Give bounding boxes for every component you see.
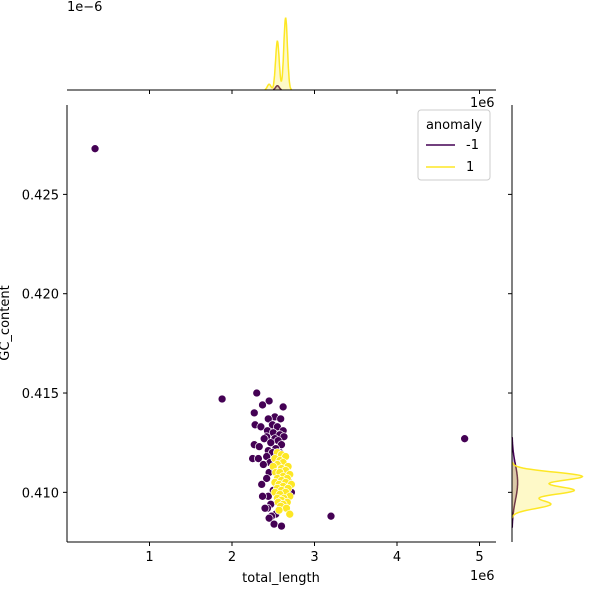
- point-anomaly-neg1: [278, 402, 288, 412]
- point-anomaly-neg1: [256, 422, 266, 432]
- point-anomaly-neg1: [258, 400, 267, 410]
- x-ticks: 1 2 3 4 5: [145, 542, 484, 565]
- point-anomaly-neg1: [257, 480, 267, 489]
- point-anomaly-neg1: [277, 521, 286, 531]
- point-anomaly-neg1: [259, 434, 269, 444]
- y-ticks: 0.410 0.415 0.420 0.425: [22, 188, 67, 501]
- point-anomaly-neg1: [326, 511, 336, 521]
- x-tick-label: 2: [228, 550, 236, 565]
- right-marginal-offset-label: 1e6: [470, 96, 495, 111]
- point-anomaly-neg1: [276, 414, 286, 424]
- x-tick-label: 4: [393, 550, 401, 565]
- y-tick-label: 0.420: [22, 288, 59, 303]
- point-anomaly-neg1: [254, 454, 263, 463]
- top-kde-line-1: [264, 17, 293, 91]
- scatter-points: [90, 144, 469, 531]
- top-kde-line-neg1: [272, 84, 282, 91]
- point-anomaly-neg1: [264, 396, 274, 406]
- legend: anomaly -1 1: [417, 109, 491, 181]
- legend-title: anomaly: [426, 118, 482, 133]
- x-tick-label: 5: [475, 550, 483, 565]
- top-marginal: 1e−6: [67, 0, 496, 94]
- y-tick-label: 0.415: [22, 387, 59, 402]
- x-axis-offset-label: 1e6: [470, 569, 495, 584]
- point-anomaly-1: [274, 505, 284, 515]
- point-anomaly-1: [285, 509, 295, 519]
- right-kde-line-neg1: [511, 437, 519, 528]
- right-marginal-kde: [511, 437, 584, 528]
- x-axis-label: total_length: [242, 571, 320, 586]
- x-tick-label: 1: [145, 550, 153, 565]
- point-anomaly-neg1: [258, 491, 267, 501]
- point-anomaly-neg1: [263, 414, 273, 424]
- top-marginal-kde: [264, 17, 293, 91]
- right-marginal-ticks: [508, 193, 512, 493]
- legend-label-neg1: -1: [466, 138, 479, 153]
- x-tick-label: 3: [310, 550, 318, 565]
- top-marginal-offset-label: 1e−6: [67, 0, 102, 15]
- point-anomaly-neg1: [259, 460, 268, 469]
- point-anomaly-neg1: [269, 519, 279, 529]
- point-anomaly-neg1: [260, 503, 270, 513]
- y-tick-label: 0.425: [22, 188, 59, 203]
- right-kde-fill-1: [512, 462, 583, 519]
- point-anomaly-neg1: [252, 388, 262, 398]
- legend-label-1: 1: [466, 160, 474, 175]
- y-tick-label: 0.410: [22, 486, 59, 501]
- point-anomaly-neg1: [254, 442, 264, 452]
- point-anomaly-neg1: [249, 408, 259, 418]
- point-anomaly-neg1: [217, 394, 227, 404]
- top-marginal-ticks: [149, 90, 480, 94]
- point-anomaly-neg1: [90, 144, 100, 154]
- point-anomaly-neg1: [262, 474, 271, 483]
- y-axis-label: GC_content: [0, 285, 13, 360]
- right-kde-fill-neg1: [512, 437, 518, 528]
- point-anomaly-neg1: [266, 438, 276, 448]
- right-kde-line-1: [511, 461, 584, 519]
- point-anomaly-neg1: [264, 513, 274, 523]
- point-anomaly-neg1: [460, 434, 469, 444]
- right-marginal: 1e6: [470, 96, 584, 542]
